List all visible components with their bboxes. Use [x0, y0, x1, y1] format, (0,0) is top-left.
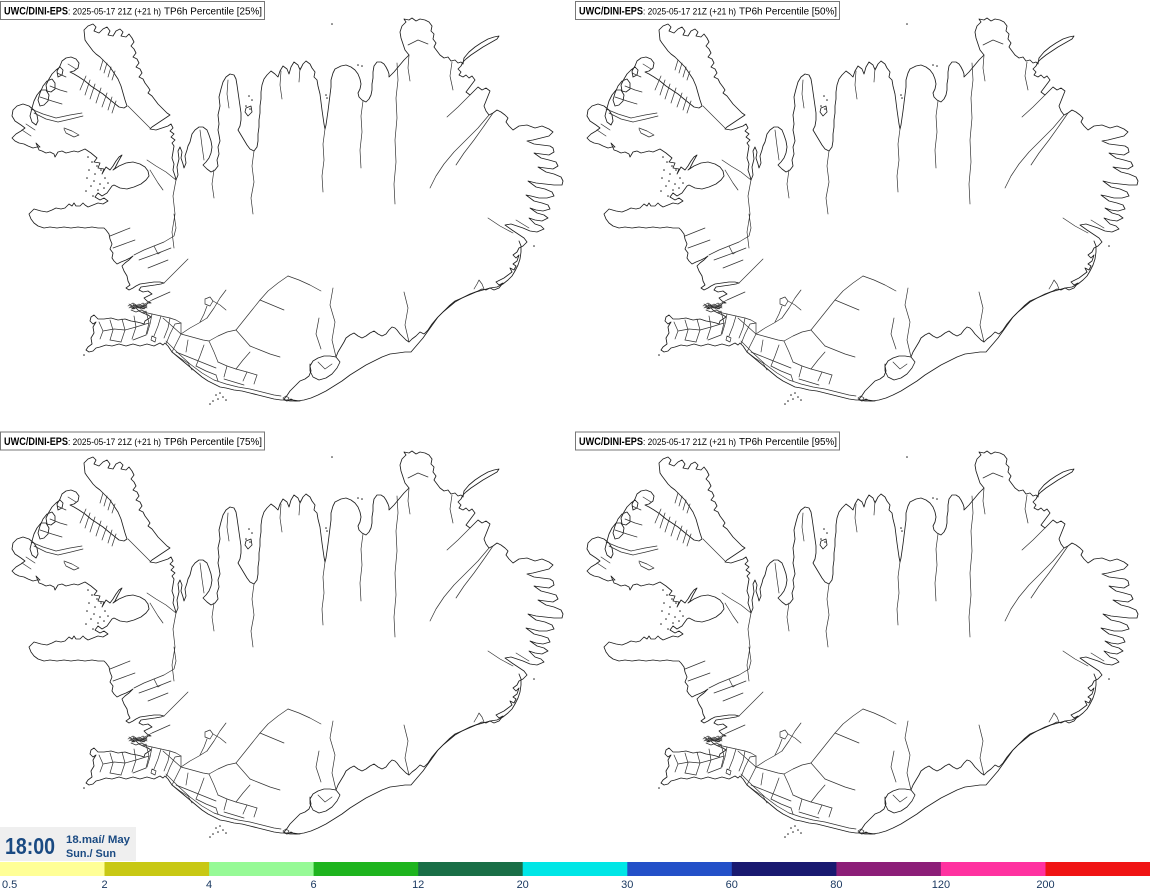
svg-text:: 2025-05-17 21Z (+21 h): : 2025-05-17 21Z (+21 h) — [643, 7, 736, 18]
svg-text:18.maí/ May: 18.maí/ May — [66, 834, 131, 846]
svg-text:20: 20 — [517, 879, 529, 891]
svg-text:0.5: 0.5 — [2, 879, 17, 891]
svg-text:TP6h Percentile [25%]: TP6h Percentile [25%] — [164, 6, 262, 18]
svg-text:80: 80 — [830, 879, 842, 891]
svg-text:Sun./ Sun: Sun./ Sun — [66, 848, 116, 860]
svg-text:: 2025-05-17 21Z (+21 h): : 2025-05-17 21Z (+21 h) — [643, 437, 736, 448]
svg-text:UWC/DINI-EPS: UWC/DINI-EPS — [579, 6, 643, 18]
svg-text:6: 6 — [311, 879, 317, 891]
svg-text:120: 120 — [932, 879, 950, 891]
svg-text:: 2025-05-17 21Z (+21 h): : 2025-05-17 21Z (+21 h) — [68, 437, 161, 448]
svg-text:TP6h Percentile [95%]: TP6h Percentile [95%] — [739, 436, 837, 448]
svg-text:: 2025-05-17 21Z (+21 h): : 2025-05-17 21Z (+21 h) — [68, 7, 161, 18]
svg-text:TP6h Percentile [50%]: TP6h Percentile [50%] — [739, 6, 837, 18]
svg-text:200: 200 — [1036, 879, 1054, 891]
svg-text:UWC/DINI-EPS: UWC/DINI-EPS — [4, 6, 68, 18]
svg-text:UWC/DINI-EPS: UWC/DINI-EPS — [4, 436, 68, 448]
svg-text:12: 12 — [412, 879, 424, 891]
svg-text:2: 2 — [101, 879, 107, 891]
svg-text:UWC/DINI-EPS: UWC/DINI-EPS — [579, 436, 643, 448]
svg-text:30: 30 — [621, 879, 633, 891]
svg-text:4: 4 — [206, 879, 212, 891]
svg-text:18:00: 18:00 — [5, 833, 55, 859]
svg-text:60: 60 — [726, 879, 738, 891]
svg-text:TP6h Percentile [75%]: TP6h Percentile [75%] — [164, 436, 262, 448]
